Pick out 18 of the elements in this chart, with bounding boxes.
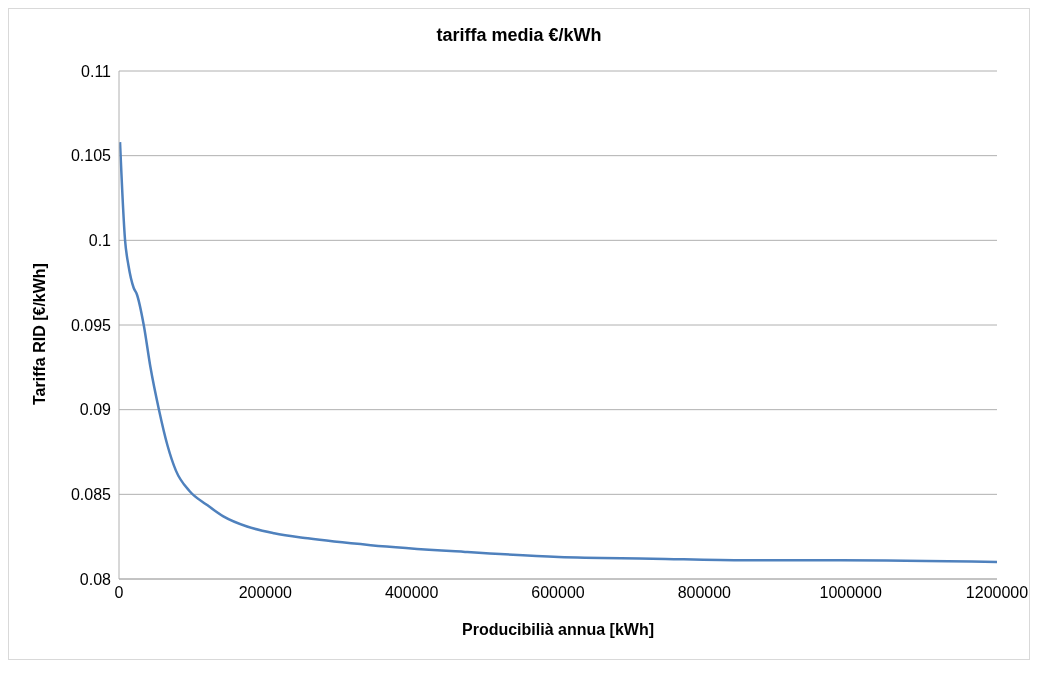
x-tick-label: 1000000: [819, 584, 882, 602]
y-tick-label: 0.1: [88, 232, 112, 250]
y-tick-label: 0.08: [79, 570, 112, 588]
y-tick-label: 0.095: [70, 316, 112, 334]
x-tick-label: 400000: [384, 584, 439, 602]
chart-title: tariffa media €/kWh: [435, 25, 603, 46]
x-tick-label: 200000: [238, 584, 293, 602]
x-tick-label: 1200000: [965, 584, 1029, 602]
y-tick-label: 0.09: [79, 401, 112, 419]
y-tick-label: 0.11: [81, 62, 112, 80]
line-series: [119, 140, 997, 564]
y-axis-title: Tariffa RID [€/kWh]: [30, 263, 48, 405]
x-tick-label: 800000: [677, 584, 732, 602]
y-tick-label: 0.085: [70, 486, 112, 504]
x-tick-label: 0: [114, 584, 124, 602]
x-axis-title: Producibilià annua [kWh]: [461, 621, 655, 638]
y-tick-label: 0.105: [70, 147, 112, 165]
x-tick-label: 600000: [531, 584, 585, 602]
